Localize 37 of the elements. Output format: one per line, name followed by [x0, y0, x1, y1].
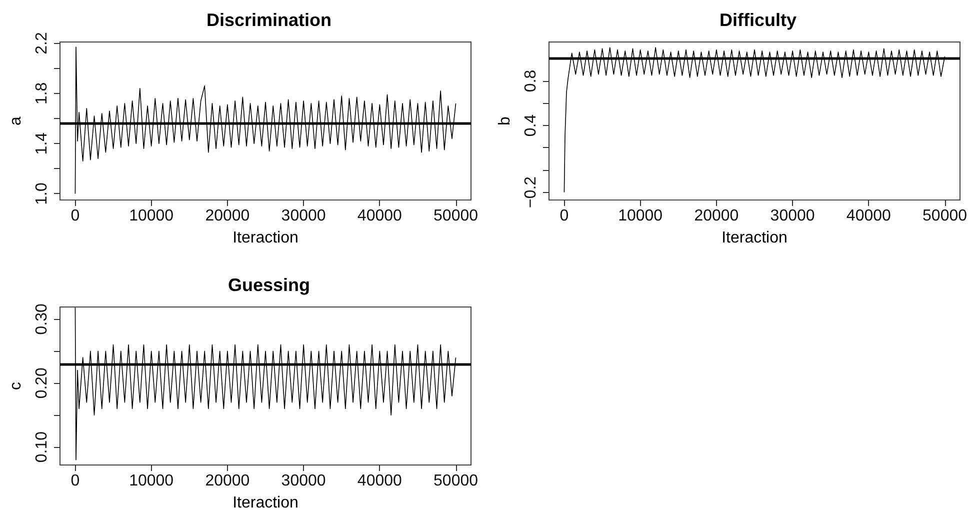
- x-tick-label: 0: [70, 472, 80, 490]
- y-tick-label: 1.0: [34, 182, 50, 205]
- y-axis-title: b: [496, 116, 514, 126]
- y-tick-label: 0.8: [522, 70, 540, 92]
- x-tick-label: 20000: [205, 208, 250, 224]
- chart-title: Difficulty: [719, 10, 797, 30]
- y-axis-title: a: [8, 116, 24, 126]
- x-tick-label: 20000: [694, 208, 739, 224]
- x-axis-title: Iteraction: [232, 494, 298, 512]
- x-tick-label: 10000: [129, 472, 174, 490]
- x-tick-label: 50000: [434, 472, 478, 490]
- x-tick-label: 50000: [922, 208, 968, 224]
- y-tick-label: −0.2: [522, 176, 540, 208]
- x-tick-label: 50000: [434, 208, 478, 224]
- x-tick-label: 40000: [357, 472, 402, 490]
- chart-title: Discrimination: [206, 10, 332, 30]
- x-tick-label: 0: [70, 208, 80, 224]
- x-tick-label: 20000: [205, 472, 250, 490]
- y-tick-label: 2.2: [34, 32, 50, 54]
- y-tick-label: 0.4: [522, 114, 540, 137]
- x-tick-label: 40000: [846, 208, 892, 224]
- x-axis-title: Iteraction: [722, 230, 788, 246]
- chart-title: Guessing: [228, 275, 310, 295]
- x-tick-label: 30000: [281, 208, 326, 224]
- x-tick-label: 0: [560, 208, 569, 224]
- y-tick-label: 1.8: [34, 82, 50, 105]
- y-tick-label: 1.4: [34, 132, 50, 155]
- x-tick-label: 10000: [618, 208, 663, 224]
- x-axis-title: Iteraction: [232, 230, 298, 246]
- x-tick-label: 40000: [357, 208, 402, 224]
- x-tick-label: 30000: [770, 208, 815, 224]
- x-tick-label: 10000: [129, 208, 174, 224]
- y-tick-label: 0.30: [34, 303, 50, 335]
- y-tick-label: 0.10: [34, 431, 50, 463]
- x-tick-label: 30000: [281, 472, 326, 490]
- y-axis-title: c: [8, 382, 24, 390]
- y-tick-label: 0.20: [34, 367, 50, 399]
